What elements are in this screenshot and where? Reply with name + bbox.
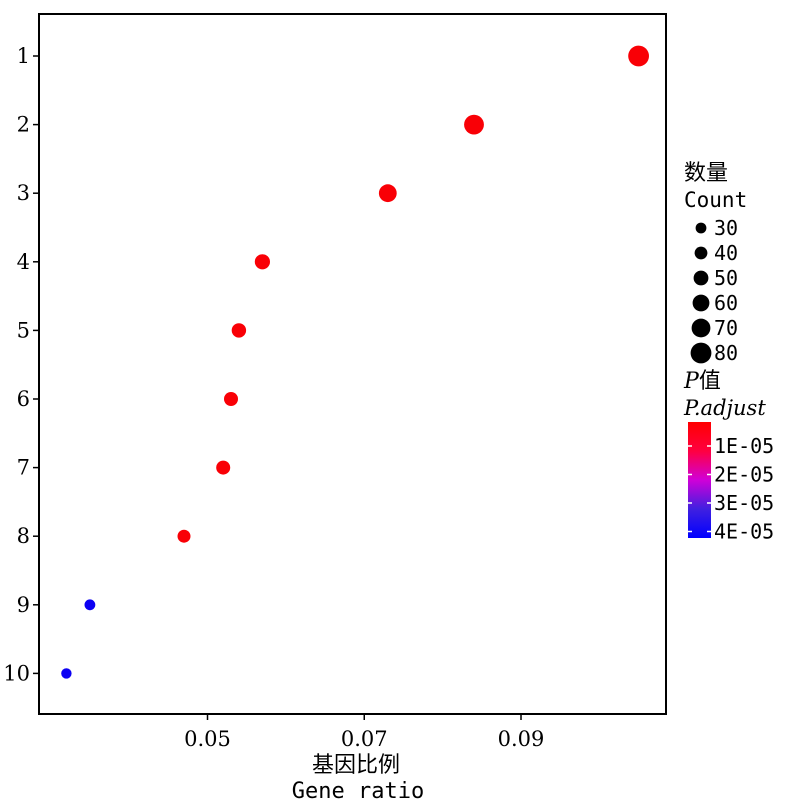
color-legend-title-p: P — [683, 369, 700, 394]
color-legend: P值 P.adjust 1E-05 2E-05 3E-05 4E-05 — [683, 369, 774, 544]
x-axis-title-cn: 基因比例 — [312, 753, 400, 778]
color-legend-title-en: P.adjust — [683, 396, 766, 420]
color-bar — [688, 422, 711, 538]
color-legend-label-4E-05: 4E-05 — [714, 520, 774, 544]
point-2 — [464, 114, 484, 135]
plot-panel-border — [38, 13, 667, 715]
size-legend-dot-40 — [694, 246, 708, 260]
x-tick-label-0.07: 0.07 — [341, 727, 388, 751]
points-layer — [61, 45, 649, 679]
y-tick-label-2: 2 — [17, 113, 30, 137]
size-legend-dot-50 — [693, 270, 709, 286]
point-8 — [177, 529, 191, 543]
y-tick-label-9: 9 — [17, 593, 30, 617]
y-tick-label-8: 8 — [17, 524, 30, 548]
size-legend-label-60: 60 — [714, 291, 738, 315]
y-tick-label-1: 1 — [17, 44, 30, 68]
size-legend-label-50: 50 — [714, 266, 738, 290]
point-7 — [216, 460, 231, 475]
size-legend-title-en: Count — [684, 188, 747, 212]
color-legend-items: 1E-05 2E-05 3E-05 4E-05 — [688, 434, 774, 544]
size-legend-dot-80 — [690, 342, 712, 364]
y-axis: 1 2 3 4 5 6 7 8 9 10 — [3, 44, 39, 685]
point-9 — [84, 599, 96, 611]
y-tick-label-4: 4 — [17, 250, 30, 274]
y-tick-label-10: 10 — [3, 661, 30, 685]
y-tick-label-3: 3 — [17, 181, 30, 205]
color-legend-label-3E-05: 3E-05 — [714, 491, 774, 515]
point-1 — [628, 45, 649, 67]
y-tick-label-7: 7 — [17, 456, 30, 480]
color-legend-title-cn: 值 — [699, 369, 721, 394]
point-6 — [224, 392, 238, 406]
x-axis: 0.05 0.07 0.09 — [184, 714, 544, 751]
x-tick-label-0.05: 0.05 — [184, 727, 231, 751]
size-legend-label-30: 30 — [714, 216, 738, 240]
point-3 — [378, 184, 397, 203]
size-legend-title-cn: 数量 — [684, 161, 728, 186]
size-legend-dot-30 — [695, 222, 707, 234]
size-legend-label-40: 40 — [714, 241, 738, 265]
point-5 — [231, 323, 247, 338]
point-4 — [254, 254, 270, 270]
size-legend-dot-70 — [691, 318, 711, 338]
size-legend-label-80: 80 — [714, 341, 738, 365]
color-legend-title-1: P值 — [683, 369, 721, 394]
size-legend-dot-60 — [692, 294, 710, 312]
x-axis-title-en: Gene ratio — [292, 779, 424, 804]
y-tick-label-5: 5 — [17, 318, 30, 342]
x-tick-label-0.09: 0.09 — [498, 727, 545, 751]
y-tick-label-6: 6 — [17, 387, 30, 411]
color-legend-label-1E-05: 1E-05 — [714, 434, 774, 458]
color-legend-label-2E-05: 2E-05 — [714, 463, 774, 487]
point-10 — [61, 668, 72, 679]
size-legend-label-70: 70 — [714, 316, 738, 340]
